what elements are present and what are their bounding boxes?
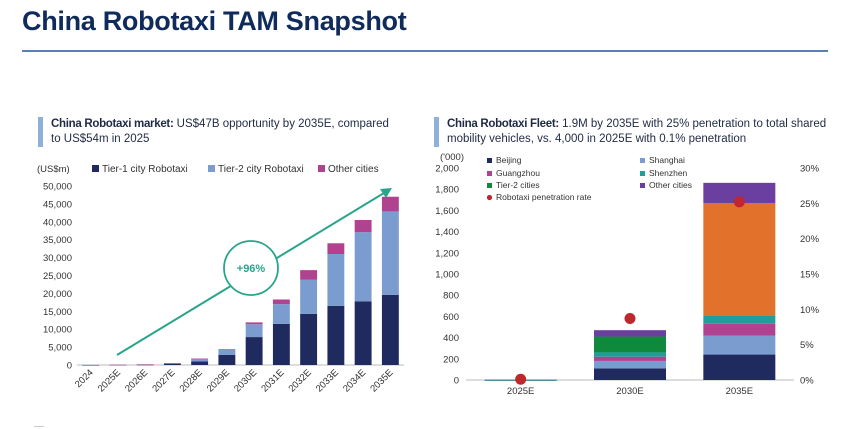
- y-tick-label: 35,000: [43, 235, 72, 246]
- y-tick-label: 45,000: [43, 199, 72, 210]
- x-tick-label: 2024: [73, 367, 96, 390]
- bar-2033E-s2: [327, 254, 345, 306]
- x-tick-label: 2034E: [341, 367, 368, 394]
- bar-2034E-s1: [354, 301, 372, 365]
- left-subtitle-text: US$47B opportunity by 2035E, compared to…: [51, 118, 389, 145]
- bar-2032E-s1: [300, 313, 318, 365]
- y-tick-label: 10,000: [43, 325, 72, 336]
- x-tick-label: 2025E: [96, 367, 123, 394]
- bar-2030E-s2: [245, 324, 263, 338]
- x-tick-label: 2026E: [123, 367, 150, 394]
- growth-label: +96%: [237, 263, 266, 275]
- legend-swatch-1: [92, 165, 99, 172]
- right-chart-subtitle: China Robotaxi Fleet: 1.9M by 2035E with…: [434, 117, 847, 147]
- right-subtitle-bold: China Robotaxi Fleet:: [447, 118, 559, 130]
- bar-2032E-s2: [300, 279, 318, 314]
- left-chart-subtitle: China Robotaxi market: US$47B opportunit…: [38, 117, 401, 147]
- bar-2035E-s1: [381, 294, 399, 365]
- bar-2029E-s3: [218, 349, 236, 350]
- bar-2031E-s2: [272, 304, 290, 324]
- bar-2028E-s2: [191, 358, 209, 362]
- legend-swatch-3: [318, 165, 325, 172]
- bar-2028E-s1: [191, 361, 209, 365]
- bar-2032E-s3: [300, 270, 318, 280]
- x-tick-label: 2032E: [287, 367, 314, 394]
- y-tick-label: 30,000: [43, 253, 72, 264]
- footer-tick: [34, 426, 44, 427]
- bar-2027E-s3: [163, 363, 181, 364]
- legend-swatch-2: [208, 165, 215, 172]
- bar-2028E-s3: [191, 358, 209, 360]
- legend-label-1: Tier-1 city Robotaxi: [102, 164, 188, 175]
- growth-circle: [223, 240, 279, 296]
- y-tick-label: 25,000: [43, 271, 72, 282]
- bar-2035E-s3: [381, 196, 399, 212]
- x-tick-label: 2033E: [314, 367, 341, 394]
- x-tick-label: 2030E: [232, 367, 259, 394]
- title-underline: [22, 50, 828, 52]
- bar-2034E-s2: [354, 232, 372, 302]
- y-tick-label: 20,000: [43, 289, 72, 300]
- x-tick-label: 2029E: [205, 367, 232, 394]
- right-subtitle-text: 1.9M by 2035E with 25% penetration to to…: [447, 118, 827, 145]
- bar-2030E-s3: [245, 322, 263, 325]
- x-tick-label: 2031E: [259, 367, 286, 394]
- y-tick-label: 0: [67, 361, 72, 372]
- bar-2025E-s3: [109, 364, 127, 366]
- bar-2035E-s2: [381, 211, 399, 295]
- y-tick-label: 5,000: [48, 343, 72, 354]
- bar-2024-s3: [82, 364, 100, 366]
- left-subtitle-bold: China Robotaxi market:: [51, 118, 174, 130]
- page-title: China Robotaxi TAM Snapshot: [22, 6, 407, 36]
- left-unit-label: (US$m): [37, 164, 70, 175]
- y-tick-label: 50,000: [43, 182, 72, 193]
- bar-2026E-s3: [136, 364, 154, 365]
- legend-label-2: Tier-2 city Robotaxi: [218, 164, 304, 175]
- bar-2034E-s3: [354, 220, 372, 233]
- x-tick-label: 2027E: [150, 367, 177, 394]
- bar-2033E-s3: [327, 243, 345, 255]
- bar-2033E-s1: [327, 305, 345, 365]
- bar-2029E-s1: [218, 354, 236, 365]
- y-tick-label: 40,000: [43, 217, 72, 228]
- bar-2031E-s1: [272, 323, 290, 365]
- legend-label-3: Other cities: [328, 164, 379, 175]
- bar-2029E-s2: [218, 349, 236, 355]
- x-tick-label: 2028E: [178, 367, 205, 394]
- growth-arrow-head: [380, 188, 392, 198]
- bar-2030E-s1: [245, 337, 263, 365]
- x-tick-label: 2035E: [368, 367, 395, 394]
- bar-2027E-s1: [163, 363, 181, 365]
- y-tick-label: 15,000: [43, 307, 72, 318]
- bar-2031E-s3: [272, 299, 290, 305]
